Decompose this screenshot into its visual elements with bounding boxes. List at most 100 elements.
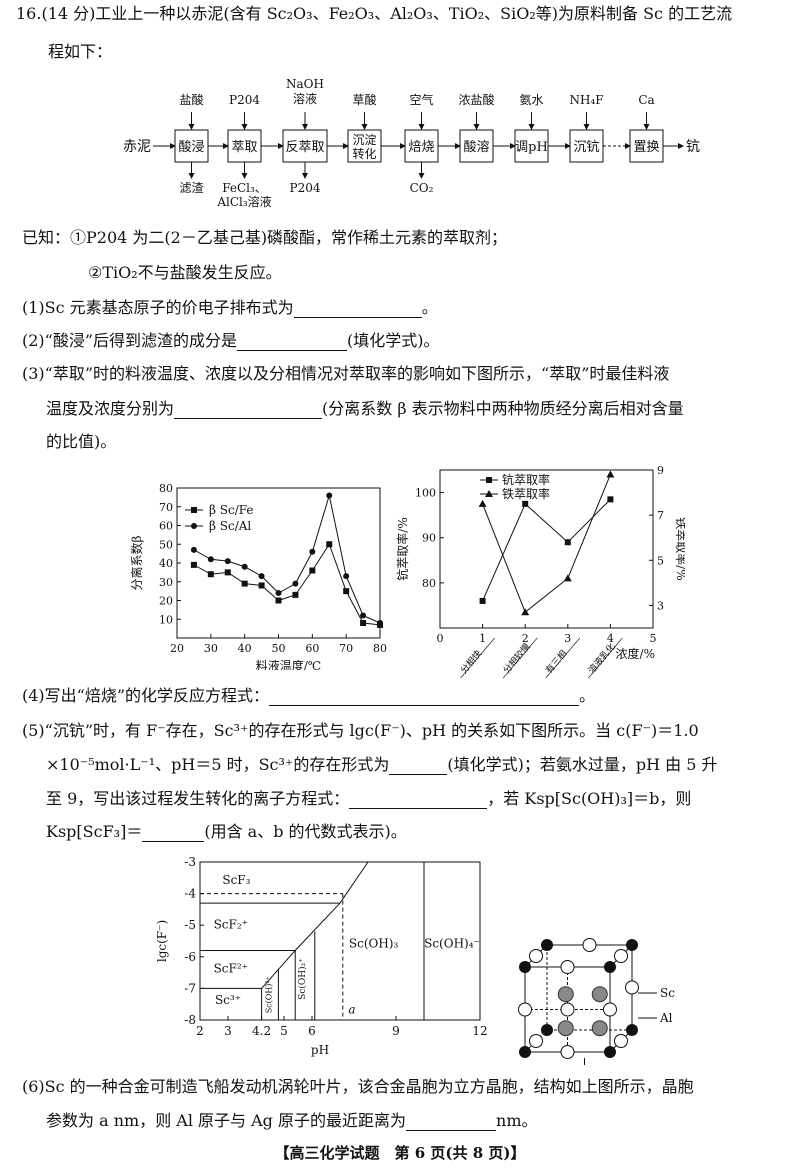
marker-label-a: a — [348, 1003, 355, 1017]
x-tick-label: 70 — [339, 642, 353, 655]
flow-reagent: 氨水 — [519, 93, 543, 107]
y-tick-label: 40 — [159, 557, 173, 570]
part-5-text-f: (用含 a、b 的代数式表示)。 — [204, 822, 407, 841]
answer-blank-2[interactable] — [237, 334, 348, 351]
data-point — [292, 591, 299, 598]
y2-tick-label: 5 — [657, 554, 664, 567]
atom-al — [541, 939, 553, 951]
part-4-end: 。 — [579, 686, 596, 705]
flow-box — [347, 129, 382, 163]
x-tick-label: 1 — [479, 632, 486, 645]
x-tick-label: 20 — [170, 642, 184, 655]
part-5-line3: 至 9，写出该过程发生转化的离子方程式： ，若 Ksp[Sc(OH)₃]＝b，则 — [46, 789, 691, 809]
data-point — [479, 597, 486, 604]
region-label: Sc(OH)₃ — [349, 936, 399, 950]
atom-ag — [557, 1020, 574, 1037]
data-point — [326, 541, 333, 548]
chart-sc-species-diagram: -3 -4 -5 -6 -7 -82 3 4.2 5 6 9 12 pH lgc(F⁻) ScF₃ ScF₂⁺… — [155, 855, 488, 1057]
data-point — [309, 567, 316, 574]
annotation-label: 溶液乳化 — [586, 641, 618, 676]
part-5-text: ×10⁻⁵mol·L⁻¹、pH＝5 时，Sc³⁺的存在形式为 — [46, 755, 390, 774]
part-3-line3: 的比值)。 — [46, 432, 117, 451]
answer-blank-5c[interactable] — [142, 825, 205, 842]
x-tick-label: 9 — [392, 1024, 400, 1038]
atom-sc — [625, 980, 639, 995]
atom-al — [519, 1046, 531, 1058]
answer-blank-3[interactable] — [174, 402, 323, 419]
x-tick-label: 4.2 — [252, 1024, 271, 1038]
atom-al — [626, 939, 638, 951]
y-tick-label: 50 — [159, 538, 173, 551]
flow-box-label: 反萃取 — [285, 140, 324, 155]
region-label: ScF₃ — [222, 873, 250, 887]
answer-blank-1[interactable] — [293, 301, 422, 318]
part-1-end: 。 — [421, 298, 438, 317]
data-point — [241, 580, 248, 587]
data-point — [207, 556, 214, 563]
flow-box-label: 酸浸 — [178, 140, 204, 155]
boundary-line — [261, 969, 279, 989]
x-tick-label: 60 — [305, 642, 319, 655]
x-tick-label: 5 — [650, 632, 657, 645]
y-tick-label: 20 — [159, 595, 173, 608]
data-point — [309, 548, 316, 555]
data-point — [326, 492, 333, 499]
flow-box-label: 置换 — [633, 140, 659, 155]
atom-al — [519, 961, 531, 973]
answer-blank-4[interactable] — [269, 689, 580, 706]
data-point — [360, 612, 367, 619]
atom-al — [626, 1024, 638, 1036]
answer-blank-5b[interactable] — [349, 792, 488, 809]
flow-box-label: 沉淀 — [352, 133, 376, 147]
answer-blank-6[interactable] — [406, 1114, 497, 1131]
chart-separation-coefficient: 20 30 40 50 60 70 80 10 20 30 40 50 60 70 80 料液温度/℃ 分离系数… — [129, 482, 387, 670]
x-tick-label: 12 — [472, 1024, 487, 1038]
question-header: 16.(14 分)工业上一种以赤泥(含有 Sc₂O₃、Fe₂O₃、Al₂O₃、T… — [16, 4, 733, 23]
annotation-underline — [588, 637, 623, 679]
part-4: (4)写出“焙烧”的化学反应方程式： 。 — [22, 686, 595, 706]
part-5-line1: (5)“沉钪”时，有 F⁻存在，Sc³⁺的存在形式与 lgc(F⁻)、pH 的关… — [22, 721, 699, 740]
flow-reagent: 浓盐酸 — [458, 92, 494, 107]
legend-label: 钪萃取率 — [502, 472, 550, 487]
atom-al — [604, 961, 616, 973]
data-point — [275, 597, 282, 604]
part-3-text-b: (分离系数 β 表示物料中两种物质经分离后相对含量 — [322, 399, 684, 418]
question-header-cont: 程如下： — [48, 42, 113, 61]
legend-marker — [485, 490, 493, 497]
y-tick-label: 60 — [159, 520, 173, 533]
data-point — [224, 569, 231, 576]
y-tick-label: 80 — [422, 577, 436, 590]
annotation-label: 分相较慢 — [500, 641, 532, 676]
y-tick-label: -6 — [184, 950, 196, 964]
flow-reagent: 空气 — [409, 92, 433, 107]
flow-reagent: 草酸 — [352, 92, 376, 107]
part-2-text: (2)“酸浸”后得到滤渣的成分是 — [22, 331, 238, 350]
data-point — [343, 573, 350, 580]
y-axis-label: 分离系数β — [129, 535, 144, 590]
x-tick-label: 5 — [280, 1024, 288, 1038]
y-tick-label: 10 — [159, 613, 173, 626]
flow-box — [282, 129, 328, 163]
data-point — [563, 574, 572, 582]
plot-frame — [439, 469, 654, 629]
legend-marker — [191, 523, 197, 529]
page-footer: 【高三化学试题 第 6 页(共 8 页)】 — [274, 1144, 526, 1162]
plot-frame — [176, 487, 381, 639]
legend-label: β Sc/Fe — [209, 503, 254, 517]
y-tick-label: -3 — [184, 855, 196, 869]
data-point — [343, 588, 350, 595]
x-axis-label: 浓度/% — [616, 646, 655, 661]
legend-marker — [191, 507, 197, 513]
x-tick-label: 6 — [308, 1024, 316, 1038]
flow-byproduct: CO₂ — [410, 181, 434, 195]
annotation-underline — [460, 637, 495, 679]
part-6-text: 参数为 a nm，则 Al 原子与 Ag 原子的最近距离为 — [46, 1111, 407, 1130]
part-3-line1: (3)“萃取”时的料液温度、浓度以及分相情况对萃取率的影响如下图所示，“萃取”时… — [22, 364, 670, 383]
data-point — [292, 580, 299, 587]
answer-blank-5a[interactable] — [389, 758, 448, 775]
flow-box-label: 沉钪 — [573, 140, 599, 155]
x-tick-label: 30 — [204, 642, 218, 655]
part-4-text: (4)写出“焙烧”的化学反应方程式： — [22, 686, 270, 705]
data-point — [241, 563, 248, 570]
